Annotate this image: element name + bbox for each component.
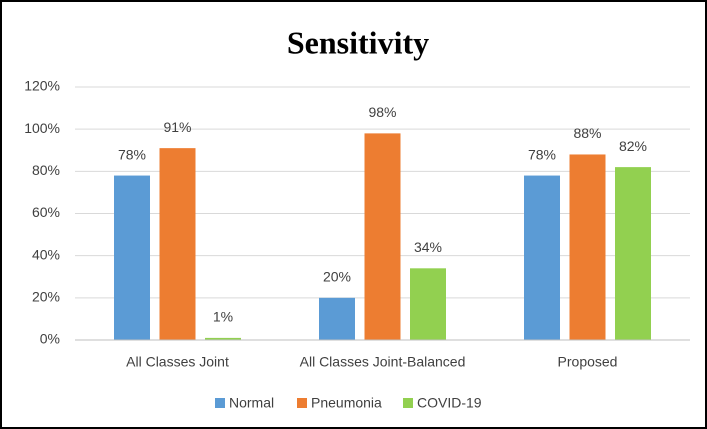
y-tick-label: 120% xyxy=(24,78,60,94)
bar xyxy=(569,154,606,340)
bar xyxy=(410,268,446,340)
y-tick-label: 80% xyxy=(32,162,60,178)
x-tick-label: All Classes Joint-Balanced xyxy=(300,354,466,370)
value-label: 1% xyxy=(213,309,233,325)
value-label: 82% xyxy=(619,138,647,154)
bar xyxy=(159,148,196,340)
value-label: 34% xyxy=(414,239,442,255)
bar xyxy=(615,167,651,340)
chart-title: Sensitivity xyxy=(287,24,429,60)
legend-label: Normal xyxy=(229,395,274,411)
bar xyxy=(114,175,150,340)
bar xyxy=(319,297,355,340)
y-tick-label: 40% xyxy=(32,246,60,262)
value-label: 78% xyxy=(118,146,146,162)
value-label: 98% xyxy=(368,104,396,120)
y-tick-label: 0% xyxy=(40,331,60,347)
x-tick-label: Proposed xyxy=(558,354,618,370)
value-label: 78% xyxy=(528,146,556,162)
y-tick-label: 100% xyxy=(24,120,60,136)
legend-swatch xyxy=(297,398,307,408)
legend-swatch xyxy=(215,398,225,408)
value-label: 88% xyxy=(573,125,601,141)
legend-label: Pneumonia xyxy=(311,395,382,411)
y-tick-label: 20% xyxy=(32,289,60,305)
bar xyxy=(364,133,401,340)
y-tick-label: 60% xyxy=(32,204,60,220)
value-label: 91% xyxy=(163,119,191,135)
legend-label: COVID-19 xyxy=(417,395,482,411)
bar xyxy=(524,175,560,340)
bar xyxy=(205,337,241,340)
value-label: 20% xyxy=(323,269,351,285)
x-tick-label: All Classes Joint xyxy=(126,354,229,370)
legend-swatch xyxy=(403,398,413,408)
